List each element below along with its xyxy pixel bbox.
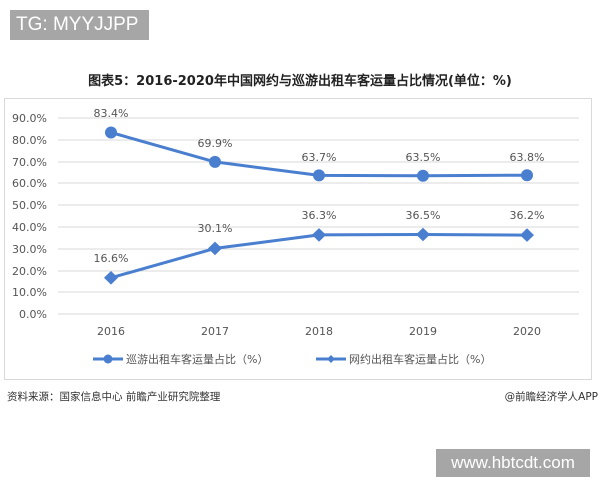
y-tick: 80.0% bbox=[12, 134, 47, 147]
source-note: 资料来源：国家信息中心 前瞻产业研究院整理 bbox=[7, 391, 221, 403]
y-gridlines bbox=[58, 117, 579, 315]
data-label: 63.8% bbox=[510, 151, 545, 164]
x-tick: 2016 bbox=[97, 325, 125, 338]
credit-note: @前瞻经济学人APP bbox=[504, 391, 598, 403]
series-ride-hailing: 16.6% 30.1% 36.3% 36.5% 36.2% bbox=[94, 209, 545, 285]
series-cruising-taxi: 83.4% 69.9% 63.7% 63.5% 63.8% bbox=[94, 107, 545, 182]
data-point-circle bbox=[105, 126, 117, 139]
y-tick: 30.0% bbox=[12, 243, 47, 256]
data-label: 36.5% bbox=[406, 209, 441, 222]
y-tick: 70.0% bbox=[12, 156, 47, 169]
x-tick: 2017 bbox=[201, 325, 229, 338]
legend-diamond-icon bbox=[327, 355, 335, 363]
chart-title: 图表5：2016-2020年中国网约与巡游出租车客运量占比情况(单位：%) bbox=[88, 74, 512, 89]
legend-label: 巡游出租车客运量占比（%） bbox=[126, 352, 268, 366]
y-tick: 90.0% bbox=[12, 112, 47, 125]
legend-label: 网约出租车客运量占比（%） bbox=[349, 352, 491, 366]
x-axis-ticks: 2016 2017 2018 2019 2020 bbox=[97, 325, 541, 338]
line-chart: 90.0% 80.0% 70.0% 60.0% 50.0% 40.0% 30.0… bbox=[12, 107, 579, 366]
data-label: 63.5% bbox=[406, 151, 441, 164]
x-tick: 2020 bbox=[513, 325, 541, 338]
data-point-diamond bbox=[416, 227, 430, 242]
data-point-circle bbox=[209, 155, 221, 168]
y-tick: 60.0% bbox=[12, 177, 47, 190]
legend-circle-icon bbox=[103, 354, 113, 364]
data-label: 63.7% bbox=[302, 151, 337, 164]
legend-item-cruising-taxi: 巡游出租车客运量占比（%） bbox=[93, 352, 268, 366]
y-tick: 10.0% bbox=[12, 286, 47, 299]
data-point-diamond bbox=[520, 228, 534, 242]
legend-item-ride-hailing: 网约出租车客运量占比（%） bbox=[316, 352, 491, 366]
data-point-diamond bbox=[312, 228, 326, 242]
data-point-diamond bbox=[208, 241, 222, 256]
data-label: 69.9% bbox=[198, 137, 233, 150]
y-tick: 40.0% bbox=[12, 221, 47, 234]
data-point-circle bbox=[313, 169, 325, 182]
data-point-circle bbox=[417, 169, 429, 182]
data-label: 36.2% bbox=[510, 209, 545, 222]
watermark-url-badge: www.hbtcdt.com bbox=[436, 449, 590, 477]
y-tick: 20.0% bbox=[12, 265, 47, 278]
y-tick: 50.0% bbox=[12, 199, 47, 212]
y-axis-ticks: 90.0% 80.0% 70.0% 60.0% 50.0% 40.0% 30.0… bbox=[12, 112, 47, 321]
data-label: 36.3% bbox=[302, 209, 337, 222]
data-label: 16.6% bbox=[94, 252, 129, 265]
data-point-diamond bbox=[104, 271, 118, 285]
legend: 巡游出租车客运量占比（%） 网约出租车客运量占比（%） bbox=[93, 352, 491, 366]
data-point-circle bbox=[521, 169, 533, 182]
y-tick: 0.0% bbox=[19, 308, 47, 321]
watermark-tg-badge: TG: MYYJJPP bbox=[10, 10, 149, 40]
chart-frame: 90.0% 80.0% 70.0% 60.0% 50.0% 40.0% 30.0… bbox=[4, 98, 592, 380]
data-label: 83.4% bbox=[94, 107, 129, 120]
x-tick: 2018 bbox=[305, 325, 333, 338]
x-tick: 2019 bbox=[409, 325, 437, 338]
data-label: 30.1% bbox=[198, 222, 233, 235]
